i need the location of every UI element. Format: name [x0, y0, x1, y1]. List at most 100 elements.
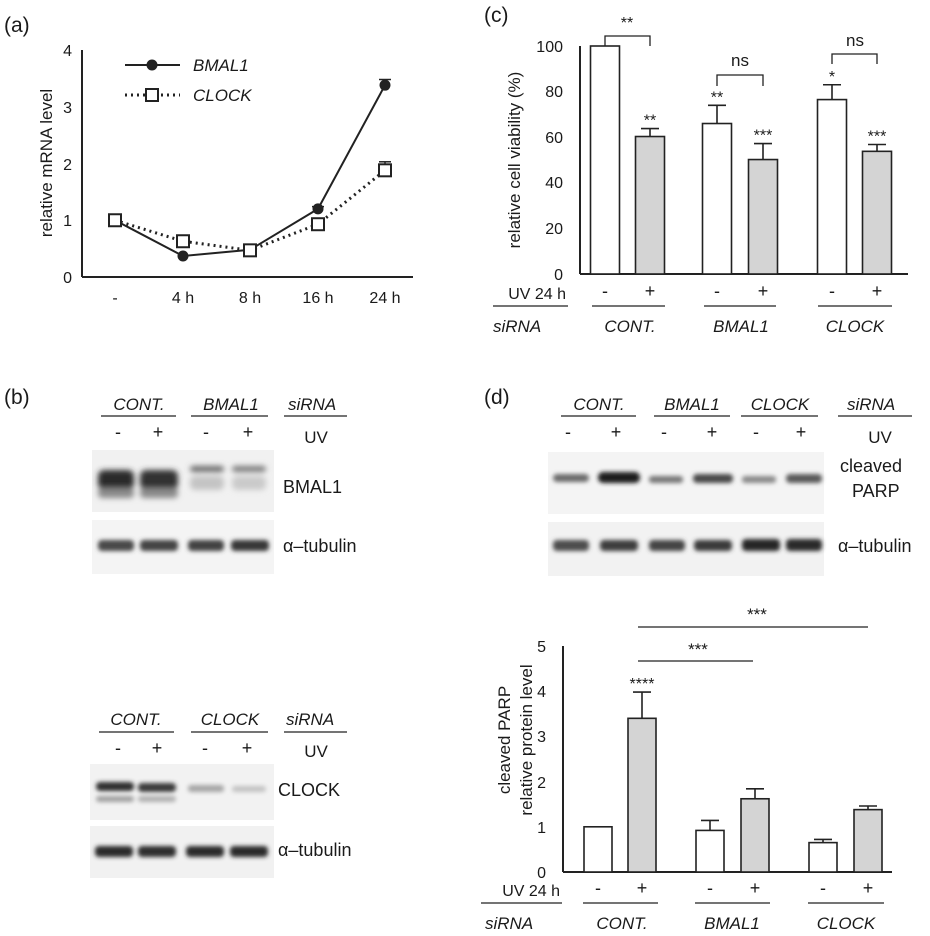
panel-d-ylabel-line1: cleaved PARP	[495, 686, 514, 794]
legend-marker-clock	[145, 88, 159, 102]
panel-c-bar-2-0	[816, 98, 848, 275]
panel-b-bottom-sign-2: -	[202, 738, 208, 758]
panel-b-top-sirna: siRNA	[288, 395, 336, 414]
series-line-bmal1	[114, 84, 386, 258]
panel-b-top-sign-3: +	[243, 422, 254, 442]
panel-c-ytick-2: 40	[545, 175, 563, 192]
panel-c-label: (c)	[484, 4, 509, 27]
panel-b-band-bmal1: BMAL1	[283, 477, 342, 497]
panel-c-ytick-5: 100	[536, 39, 563, 56]
panel-b-band-tubulin-bottom: α–tubulin	[278, 840, 351, 860]
panel-d-ytick-3: 3	[537, 729, 546, 746]
panel-b-top-header: CONT. BMAL1 siRNA - + - + UV	[101, 395, 347, 447]
panel-c-sign-1: +	[645, 281, 656, 301]
panel-b-blot-tubulin-top-bands	[98, 540, 269, 551]
panel-c-sign-4: -	[829, 281, 835, 301]
panel-c-sign-0: -	[602, 281, 608, 301]
legend-marker-bmal1	[146, 59, 158, 71]
data-point-clock-3	[311, 217, 325, 232]
panel-d-blot-parp-bands	[553, 472, 822, 483]
data-point-bmal1-4	[379, 79, 391, 91]
panel-b-bottom-uv: UV	[304, 742, 328, 761]
panel-c: (c) relative cell viability (%) 0 20 40 …	[484, 4, 908, 336]
panel-d-ytick-2: 2	[537, 775, 546, 792]
panel-a-ytick-0: 0	[63, 270, 72, 287]
panel-a-ytick-2: 2	[63, 157, 72, 174]
panel-d-bar-2-0	[808, 841, 838, 873]
panel-c-sig-label-0-1: **	[644, 113, 656, 130]
panel-d-significance: *** ***	[638, 605, 868, 662]
panel-c-bar-1-1	[747, 158, 779, 275]
panel-d-xsign-4: -	[820, 878, 826, 898]
panel-c-bracket-clock	[831, 53, 878, 64]
panel-c-bracket-cont	[604, 35, 651, 46]
panel-d-band-tubulin: α–tubulin	[838, 536, 911, 556]
panel-c-significance: ** ns ns	[604, 15, 878, 86]
panel-d-bar-1-1	[740, 797, 770, 873]
panel-a-x-ticks: - 4 h 8 h 16 h 24 h	[112, 290, 400, 307]
panel-d-group-label-1: BMAL1	[704, 914, 760, 933]
panel-b-bottom-group-0: CONT.	[110, 710, 161, 729]
data-point-clock-4	[378, 163, 392, 178]
panel-a-y-ticks: 0 1 2 3 4	[63, 43, 72, 287]
panel-b-top-group-1: BMAL1	[203, 395, 259, 414]
panel-b-bottom-sign-3: +	[242, 738, 253, 758]
panel-d-band-parp-line2: PARP	[852, 481, 900, 501]
panel-a-plot-area	[108, 78, 392, 262]
panel-d-group-0: CONT.	[573, 395, 624, 414]
panel-c-sign-2: -	[714, 281, 720, 301]
panel-d-xsign-5: +	[863, 878, 874, 898]
panel-c-sign-3: +	[758, 281, 769, 301]
panel-b-bottom-header: CONT. CLOCK siRNA - + - + UV	[99, 710, 347, 761]
panel-d-xsign-1: +	[637, 878, 648, 898]
panel-b-top-uv: UV	[304, 428, 328, 447]
panel-c-group-2: CLOCK	[826, 317, 885, 336]
data-point-bmal1-1	[177, 250, 189, 262]
data-point-bmal1-3	[312, 203, 324, 215]
panel-d-sign-0: -	[565, 422, 571, 442]
panel-b-bottom-sign-1: +	[152, 738, 163, 758]
panel-b-blot-bmal1-bands	[98, 466, 266, 498]
panel-a-axes	[81, 50, 413, 278]
data-point-clock-0	[108, 213, 122, 228]
panel-d-sirna-label: siRNA	[485, 914, 533, 933]
panel-d-bar-2-1	[853, 808, 883, 873]
data-point-clock-2	[243, 243, 257, 258]
panel-c-bar-0-0	[589, 45, 621, 275]
panel-c-plot-area: ******** ***	[589, 45, 893, 275]
panel-d-xsign-0: -	[595, 878, 601, 898]
panel-a: (a) relative mRNA level 0 1 2 3 4 - 4 h …	[4, 14, 413, 307]
panel-a-legend: BMAL1 CLOCK	[125, 56, 252, 105]
panel-d-group-1: BMAL1	[664, 395, 720, 414]
panel-c-sig-label-2-1: ***	[868, 128, 887, 145]
panel-d-group-2: CLOCK	[751, 395, 810, 414]
panel-d-group-label-2: CLOCK	[817, 914, 876, 933]
panel-d-blot-tubulin	[548, 522, 824, 576]
series-line-clock	[114, 169, 386, 252]
panel-c-sign-5: +	[872, 281, 883, 301]
panel-d-sig-label-cont-uv: ****	[630, 676, 655, 693]
panel-b-blot-clock-bands	[96, 782, 266, 802]
panel-d-sign-3: +	[707, 422, 718, 442]
panel-c-y-ticks: 0 20 40 60 80 100	[536, 39, 563, 284]
panel-c-bar-0-1	[634, 135, 666, 275]
panel-c-x-legend: UV 24 h siRNA - + - + - + CONT. BMAL1 CL…	[493, 281, 892, 336]
panel-d-group-label-0: CONT.	[596, 914, 647, 933]
panel-d-sirna: siRNA	[847, 395, 895, 414]
panel-d-y-ticks: 0 1 2 3 4 5	[537, 639, 546, 882]
panel-c-sig-label-2-0: *	[829, 69, 835, 86]
panel-a-ytick-1: 1	[63, 213, 72, 230]
panel-c-uv-label: UV 24 h	[508, 286, 566, 303]
panel-c-bar-1-0	[701, 122, 733, 275]
panel-b-band-clock: CLOCK	[278, 780, 340, 800]
panel-d-plot-area: ****	[583, 676, 883, 873]
panel-d-uv: UV	[868, 428, 892, 447]
panel-a-label: (a)	[4, 14, 30, 37]
panel-d-ytick-1: 1	[537, 820, 546, 837]
panel-d-ytick-0: 0	[537, 865, 546, 882]
panel-c-sig-label-1-1: ***	[754, 128, 773, 145]
panel-d-bar-1-0	[695, 829, 725, 873]
panel-c-group-0: CONT.	[604, 317, 655, 336]
panel-d-uv-label: UV 24 h	[502, 883, 560, 900]
